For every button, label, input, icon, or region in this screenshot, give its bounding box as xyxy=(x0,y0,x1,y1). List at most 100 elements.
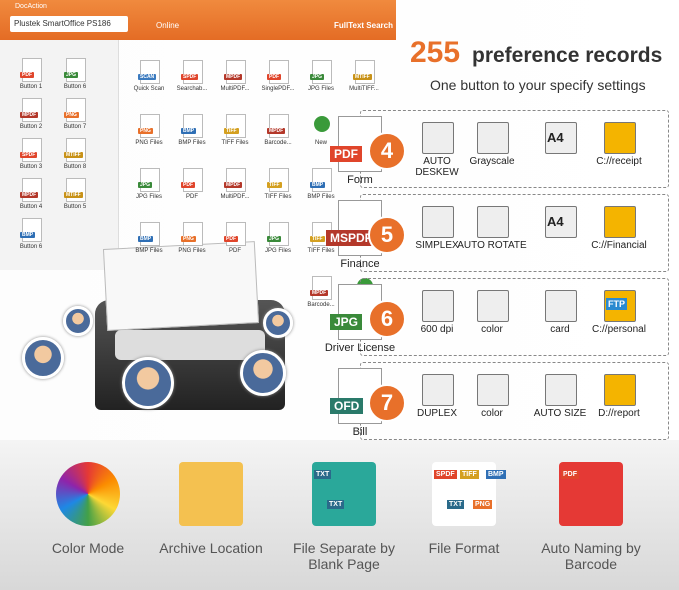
setting-icon-text: FTP xyxy=(606,298,627,310)
file-label: TIFF Files xyxy=(264,194,292,200)
file-icon: PDF xyxy=(181,168,203,192)
file-tag: TIFF xyxy=(224,128,239,134)
file-label: Barcode... xyxy=(307,302,335,308)
profile-format: OFD xyxy=(330,398,364,414)
setting-icon xyxy=(545,206,577,238)
scanner-select[interactable]: Plustek SmartOffice PS186 xyxy=(10,16,128,32)
file-tag: BMP xyxy=(20,232,36,238)
file-label: JPG Files xyxy=(307,86,334,92)
file-tag: PNG xyxy=(64,112,79,118)
profile-number: 6 xyxy=(368,300,406,338)
file-tag: JPG xyxy=(310,74,325,80)
setting-icon xyxy=(604,374,636,406)
setting-icon-text: A4 xyxy=(547,130,564,145)
new-icon xyxy=(314,116,330,132)
file-label: TIFF Files xyxy=(307,248,335,254)
feature-icon-tag: TXT xyxy=(327,500,345,509)
file-icon: PDF xyxy=(224,222,246,246)
file-label: SinglePDF... xyxy=(261,86,295,92)
button-label: Button 7 xyxy=(63,124,87,130)
file-tag: BMP xyxy=(181,128,197,134)
file-tag: JPG xyxy=(64,72,79,78)
button-label: Button 6 xyxy=(63,84,87,90)
feature-label: File Separate by Blank Page xyxy=(293,540,395,572)
file-icon: MTIFF xyxy=(64,178,86,202)
profile-number: 5 xyxy=(368,216,406,254)
file-tag: BMP xyxy=(138,236,154,242)
file-icon: SPDF xyxy=(20,138,42,162)
setting-icon xyxy=(545,290,577,322)
headline-number: 255 xyxy=(410,36,461,69)
feature-icon-tag: BMP xyxy=(486,470,506,479)
button-label: Button 1 xyxy=(19,84,43,90)
file-icon: MPDF xyxy=(20,98,42,122)
file-label: TIFF Files xyxy=(221,140,249,146)
file-tag: MPDF xyxy=(224,74,243,80)
setting-label: Grayscale xyxy=(469,156,515,167)
feature-label: Archive Location xyxy=(159,540,263,556)
setting-label: SIMPLEX xyxy=(415,240,459,251)
headline-subtitle: One button to your specify settings xyxy=(430,77,646,93)
file-icon: MPDF xyxy=(224,60,246,84)
profile-number: 7 xyxy=(368,384,406,422)
avatar xyxy=(263,308,293,338)
file-label: PDF xyxy=(186,194,198,200)
file-icon: JPG xyxy=(310,60,332,84)
file-icon: PNG xyxy=(181,222,203,246)
button-label: Button 5 xyxy=(63,204,87,210)
file-icon: SCAN xyxy=(138,60,160,84)
setting-label: C://personal xyxy=(592,324,646,335)
file-icon: PDF xyxy=(20,58,42,82)
setting-label: AUTO DESKEW xyxy=(415,156,459,178)
file-icon: MTIFF xyxy=(64,138,86,162)
file-icon: SPDF xyxy=(181,60,203,84)
file-tag: PNG xyxy=(181,236,196,242)
feature-icon xyxy=(56,462,120,526)
scanner-tray xyxy=(115,330,265,360)
file-label: MultiPDF... xyxy=(220,194,250,200)
feature-icon-tag: PDF xyxy=(561,470,579,479)
feature-icon-tag: TXT xyxy=(447,500,465,509)
feature-icon-tag: TXT xyxy=(314,470,332,479)
file-tag: PNG xyxy=(138,128,153,134)
file-label: BMP Files xyxy=(135,248,163,254)
profile-number: 4 xyxy=(368,132,406,170)
search[interactable]: FullText Search xyxy=(334,21,393,30)
file-tag: MPDF xyxy=(310,290,329,296)
profile-format: PDF xyxy=(330,146,362,162)
profile-name: Bill xyxy=(352,426,368,438)
file-tag: MPDF xyxy=(20,192,39,198)
setting-icon xyxy=(422,290,454,322)
setting-label: AUTO ROTATE xyxy=(457,240,527,251)
button-label: Button 6 xyxy=(19,244,43,250)
avatar xyxy=(22,337,64,379)
file-tag: PDF xyxy=(224,236,238,242)
file-tag: TIFF xyxy=(267,182,282,188)
feature-label: Auto Naming by Barcode xyxy=(541,540,641,572)
file-label: BMP Files xyxy=(178,140,206,146)
file-icon: BMP xyxy=(310,168,332,192)
setting-icon xyxy=(422,206,454,238)
button-panel xyxy=(0,40,119,270)
file-label: PDF xyxy=(229,248,241,254)
setting-icon-text: A4 xyxy=(547,214,564,229)
button-label: Button 3 xyxy=(19,164,43,170)
file-tag: PDF xyxy=(267,74,281,80)
setting-label: color xyxy=(481,408,503,419)
file-icon: TIFF xyxy=(267,168,289,192)
file-label: Searchab... xyxy=(176,86,208,92)
profile-format: MSPDF xyxy=(326,230,376,246)
file-label: BMP Files xyxy=(307,194,335,200)
setting-icon xyxy=(545,374,577,406)
file-icon: MPDF xyxy=(224,168,246,192)
file-tag: BMP xyxy=(310,182,326,188)
feature-icon-tag: SPDF xyxy=(434,470,457,479)
file-label: MultiPDF... xyxy=(220,86,250,92)
profile-name: Finance xyxy=(340,258,380,270)
profile-name: Driver License xyxy=(324,342,396,354)
file-label: New xyxy=(314,140,327,146)
headline-text: preference records xyxy=(472,44,663,67)
file-label: PNG Files xyxy=(178,248,206,254)
file-icon: JPG xyxy=(138,168,160,192)
